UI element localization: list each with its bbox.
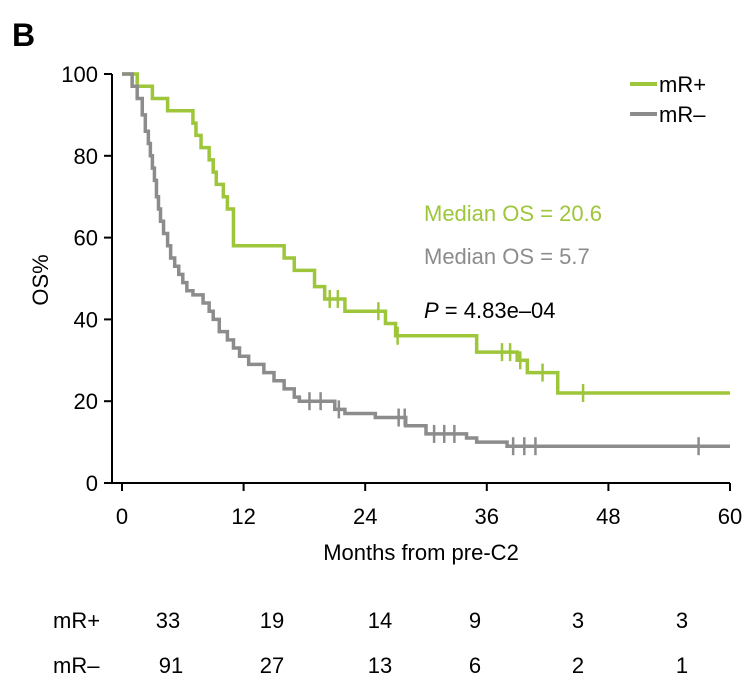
risk-value: 33 [156, 608, 180, 633]
x-tick-label: 0 [116, 504, 128, 529]
risk-table: mR+ 33 19 14 9 3 3mR– 91 27 13 6 2 1 [53, 608, 688, 678]
risk-row-label: mR+ [53, 608, 100, 633]
y-ticks: 0 20 40 60 80 100 [61, 62, 112, 496]
censor-marks [308, 289, 700, 456]
p-value: P = 4.83e–04 [424, 298, 556, 323]
y-tick-label: 100 [61, 62, 98, 87]
x-ticks: 0 12 24 36 48 60 [116, 483, 742, 529]
plot-area: 0 20 40 60 80 100 0 12 24 36 48 60 [61, 62, 742, 529]
y-axis-label: OS% [28, 254, 53, 305]
legend: mR+ mR– [630, 72, 706, 127]
x-tick-label: 24 [353, 504, 377, 529]
risk-value: 9 [469, 608, 481, 633]
risk-value: 91 [159, 653, 183, 678]
risk-value: 3 [676, 608, 688, 633]
y-tick-label: 60 [74, 226, 98, 251]
risk-value: 3 [572, 608, 584, 633]
legend-label-mr-plus: mR+ [659, 72, 706, 97]
x-tick-label: 36 [475, 504, 499, 529]
survival-curve-mr-plus [122, 72, 730, 395]
risk-value: 13 [368, 653, 392, 678]
risk-row-label: mR– [53, 653, 100, 678]
survival-curves [122, 72, 730, 448]
y-tick-label: 80 [74, 144, 98, 169]
median-os-mr-minus: Median OS = 5.7 [424, 244, 590, 269]
x-tick-label: 60 [718, 504, 742, 529]
survival-curve-mr-minus [122, 72, 730, 448]
risk-value: 6 [469, 653, 481, 678]
legend-label-mr-minus: mR– [659, 102, 706, 127]
x-axis-label: Months from pre-C2 [323, 540, 519, 565]
risk-value: 19 [260, 608, 284, 633]
y-tick-label: 0 [86, 471, 98, 496]
risk-value: 1 [676, 653, 688, 678]
risk-value: 27 [260, 653, 284, 678]
x-tick-label: 12 [231, 504, 255, 529]
y-tick-label: 40 [74, 307, 98, 332]
panel-label: B [12, 17, 35, 53]
p-value-italic: P [424, 298, 439, 323]
risk-value: 2 [572, 653, 584, 678]
risk-value: 14 [368, 608, 392, 633]
p-value-text: = 4.83e–04 [439, 298, 556, 323]
x-tick-label: 48 [596, 504, 620, 529]
median-os-mr-plus: Median OS = 20.6 [424, 201, 602, 226]
y-tick-label: 20 [74, 389, 98, 414]
